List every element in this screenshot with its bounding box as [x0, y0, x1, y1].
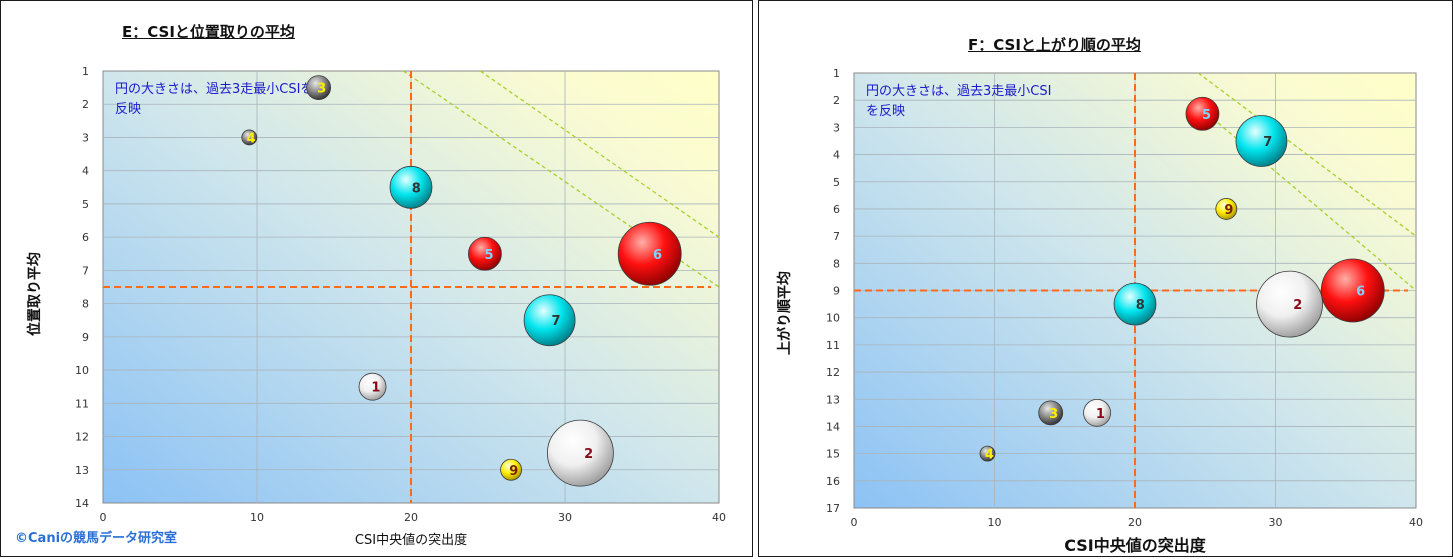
bubble-7 — [523, 294, 576, 347]
y-tick-label: 14 — [75, 497, 89, 510]
data-label-3: 3 — [317, 82, 326, 97]
y-tick-label: 7 — [833, 230, 840, 243]
bubble-6 — [617, 221, 682, 286]
bubble-5 — [468, 236, 502, 271]
y-tick-label: 5 — [82, 198, 89, 211]
chart-title: E：CSIと位置取りの平均 — [122, 23, 295, 41]
data-label-9: 9 — [509, 464, 518, 479]
bubble-8 — [389, 165, 433, 209]
bubble-4 — [979, 445, 996, 462]
y-tick-label: 15 — [826, 448, 840, 461]
bubble-4 — [241, 129, 258, 146]
data-label-5: 5 — [1202, 108, 1211, 123]
data-label-8: 8 — [412, 181, 421, 196]
trend-line — [1190, 99, 1417, 291]
y-tick-label: 9 — [833, 285, 840, 298]
y-tick-label: 12 — [75, 431, 89, 444]
data-label-2: 2 — [1293, 298, 1302, 313]
data-label-6: 6 — [1356, 285, 1365, 300]
x-tick-label: 10 — [988, 516, 1002, 529]
trend-line — [1197, 72, 1417, 237]
x-tick-label: 20 — [1128, 516, 1142, 529]
y-tick-label: 13 — [826, 393, 840, 406]
bubble-2 — [1256, 270, 1323, 338]
annotation-text: 円の大きさは、過去3走最小CSIを — [115, 82, 313, 97]
x-tick-label: 0 — [851, 516, 858, 529]
annotation-text: を反映 — [866, 104, 905, 119]
data-label-1: 1 — [1096, 407, 1105, 422]
data-label-4: 4 — [985, 448, 994, 463]
bubble-2 — [547, 419, 614, 487]
bubble-1 — [1083, 398, 1111, 427]
y-tick-label: 7 — [82, 264, 89, 277]
chart-panel-e: E：CSIと位置取りの平均 位置取り平均 CSI中央値の突出度 ©Caniの競馬… — [0, 0, 753, 557]
y-tick-label: 6 — [833, 203, 840, 216]
bubble-7 — [1235, 115, 1288, 167]
y-tick-label: 4 — [833, 149, 840, 162]
y-tick-label: 3 — [833, 121, 840, 134]
y-tick-label: 11 — [826, 339, 840, 352]
data-label-7: 7 — [551, 314, 560, 329]
y-tick-label: 1 — [833, 67, 840, 80]
y-tick-label: 8 — [833, 257, 840, 270]
data-label-9: 9 — [1224, 203, 1233, 218]
y-tick-label: 2 — [833, 94, 840, 107]
x-tick-label: 40 — [1409, 516, 1423, 529]
y-tick-label: 4 — [82, 165, 89, 178]
y-tick-label: 13 — [75, 464, 89, 477]
bubble-5 — [1185, 96, 1220, 131]
y-tick-label: 8 — [82, 298, 89, 311]
chart-title: F：CSIと上がり順の平均 — [968, 36, 1141, 54]
bubble-8 — [1113, 282, 1157, 326]
y-tick-label: 16 — [826, 475, 840, 488]
y-tick-label: 1 — [82, 65, 89, 78]
data-label-4: 4 — [247, 131, 256, 146]
data-label-8: 8 — [1136, 298, 1145, 313]
bubble-6 — [1320, 258, 1385, 323]
bubble-3 — [1038, 400, 1064, 426]
chart-plot-e: 0 10 20 30 401234567891011121314円の大きさは、過去3走最… — [75, 65, 726, 524]
x-axis-label: CSI中央値の突出度 — [354, 533, 468, 548]
x-tick-label: 30 — [558, 511, 572, 524]
copyright-text: ©Caniの競馬データ研究室 — [15, 531, 178, 546]
bubble-9 — [500, 458, 523, 481]
x-tick-label: 40 — [712, 511, 726, 524]
chart-panel-f: F：CSIと上がり順の平均 上がり順平均 CSI中央値の突出度 0 10 20 30 4… — [758, 0, 1453, 557]
chart-plot-f: 0 10 20 30 401234567891011121314151617円の大きさは… — [826, 67, 1423, 529]
y-tick-label: 3 — [82, 131, 89, 144]
x-tick-label: 0 — [100, 511, 107, 524]
data-label-5: 5 — [485, 248, 494, 263]
x-axis-label: CSI中央値の突出度 — [1064, 536, 1206, 555]
annotation-text: 円の大きさは、過去3走最小CSI — [866, 84, 1051, 99]
bubble-1 — [358, 372, 387, 401]
data-label-2: 2 — [584, 447, 593, 462]
x-tick-label: 30 — [1269, 516, 1283, 529]
data-label-6: 6 — [653, 248, 662, 263]
y-tick-label: 17 — [826, 502, 840, 515]
y-tick-label: 12 — [826, 366, 840, 379]
annotation-text: 反映 — [115, 102, 141, 117]
x-tick-label: 10 — [250, 511, 264, 524]
y-tick-label: 5 — [833, 176, 840, 189]
y-tick-label: 10 — [826, 312, 840, 325]
data-label-7: 7 — [1263, 135, 1272, 150]
y-tick-label: 10 — [75, 364, 89, 377]
x-tick-label: 20 — [404, 511, 418, 524]
data-label-1: 1 — [371, 381, 380, 396]
y-tick-label: 14 — [826, 420, 840, 433]
bubble-9 — [1215, 198, 1238, 220]
y-tick-label: 9 — [82, 331, 89, 344]
y-tick-label: 6 — [82, 231, 89, 244]
y-tick-label: 2 — [82, 98, 89, 111]
data-label-3: 3 — [1049, 407, 1058, 422]
y-tick-label: 11 — [75, 397, 89, 410]
bubble-3 — [306, 75, 332, 101]
